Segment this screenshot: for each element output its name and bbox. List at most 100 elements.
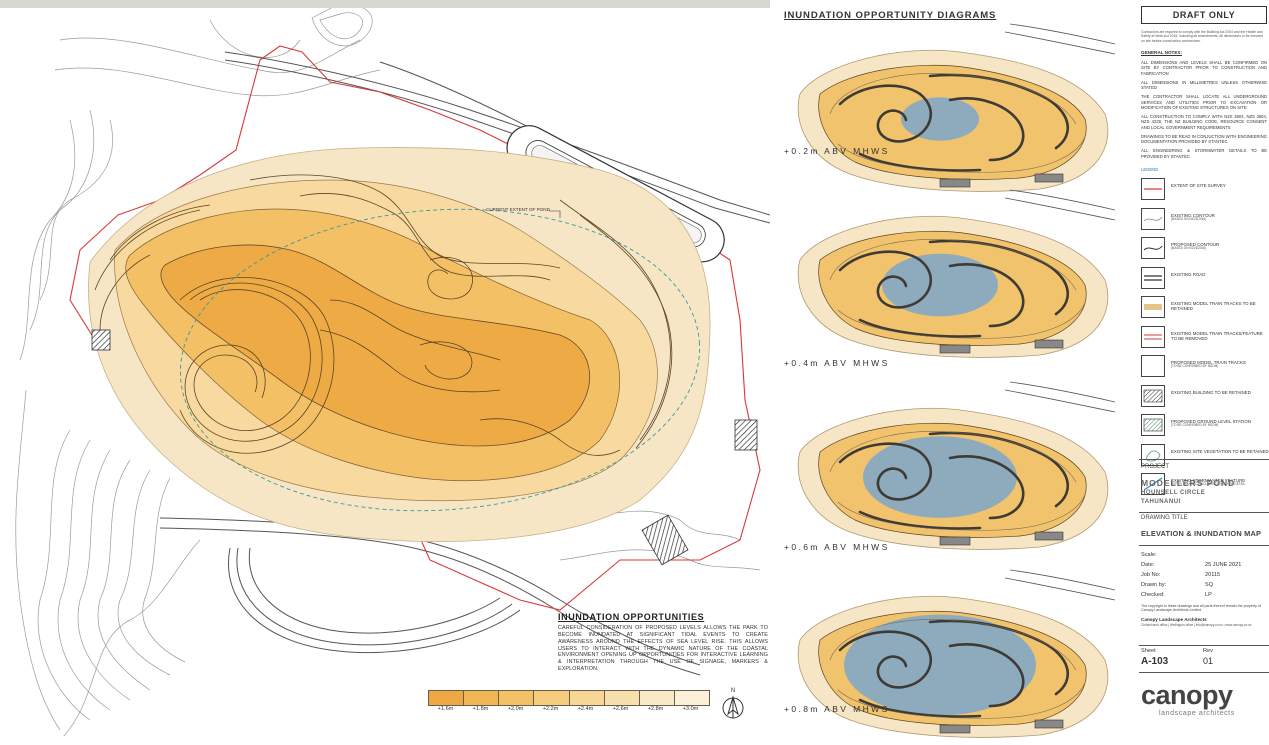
scale-swatch (569, 691, 605, 705)
legend-item: EXISTING STORMWATER FEATURE REFER STANTEC… (1141, 471, 1269, 501)
meta-key: Job No: (1141, 572, 1161, 578)
meta-value: SQ (1205, 582, 1214, 588)
general-note: ALL DIMENSIONS IN MILLIMETRES UNLESS OTH… (1141, 79, 1267, 90)
legend-item: EXISTING MODEL TRAIN TRACKS/FEATURE TO B… (1141, 324, 1269, 354)
project-address-line1: HOUNSELL CIRCLE (1141, 490, 1206, 496)
meta-key: Date: (1141, 562, 1155, 568)
building-east (734, 419, 758, 451)
inundation-opportunities-text: INUNDATION OPPORTUNITIES CAREFUL CONSIDE… (558, 612, 768, 673)
general-note: DRAWINGS TO BE READ IN CONJUCTION WITH E… (1141, 133, 1267, 144)
project-label: PROJECT (1141, 464, 1170, 470)
legend-item: EXISTING SITE VEGETATION TO BE RETAINED (1141, 442, 1269, 472)
legend-item: EXTENT OF SITE SURVEY (1141, 176, 1269, 206)
legend-swatch (1141, 355, 1165, 377)
site-plan: CURRENT EXTENT OF POND INUNDATION OPPORT… (0, 0, 770, 736)
draft-badge: DRAFT ONLY (1141, 6, 1267, 24)
meta-value: LP (1205, 592, 1212, 598)
inundation-diagram (780, 180, 1115, 365)
scale-swatch (464, 691, 500, 705)
divider (1139, 459, 1269, 460)
aerial-strip (0, 0, 770, 8)
legend-swatch (1141, 414, 1165, 436)
canopy-logo: canopy (1141, 680, 1233, 710)
legend-swatch (1141, 266, 1165, 289)
legend-sublabel: (BASED ON NZVD2016) (1171, 246, 1207, 251)
meta-key: Drawn by: (1141, 582, 1167, 588)
project-address-line2: TAHUNANUI (1141, 499, 1181, 505)
general-notes-title: GENERAL NOTES: (1141, 50, 1183, 55)
legend-title: LEGEND (1141, 167, 1159, 172)
legend-swatch (1141, 207, 1165, 230)
elevation-scale-bar (428, 690, 710, 706)
elevation-scale: +1.6m +1.8m +2.0m +2.2m +2.4m +2.6m +2.8m +3.0m (418, 690, 718, 720)
drawing-title-label: DRAWING TITLE (1141, 515, 1188, 521)
scale-swatch (499, 691, 535, 705)
legend-swatch (1141, 296, 1165, 318)
meta-value: 20115 (1205, 572, 1221, 578)
legend-label: EXTENT OF SITE SURVEY (1171, 183, 1226, 188)
inundation-diagram (780, 372, 1115, 557)
legend-sublabel: (BASED ON NZVD2016) (1171, 216, 1207, 221)
existing-roads (159, 51, 770, 676)
legend-item: PROPOSED MODEL TRAIN TRACKS (TO BE CONFIR… (1141, 353, 1269, 383)
scale-swatch (604, 691, 640, 705)
scale-label: +2.6m (612, 706, 629, 712)
general-note: ALL CONSTRUCTION TO COMPLY WITH NZS 3604… (1141, 114, 1267, 130)
inundation-diagram (780, 14, 1115, 199)
general-note: ALL ENGINEERING & STORMWATER DETAILS TO … (1141, 148, 1267, 159)
legend-label: EXISTING ROAD (1171, 271, 1206, 277)
inundation-opportunities-body: CAREFUL CONSIDERATION OF PROPOSED LEVELS… (558, 625, 768, 672)
divider (1139, 545, 1269, 546)
meta-key: Checked: (1141, 592, 1165, 598)
scale-label: +1.8m (472, 706, 489, 712)
legend-label: PROPOSED MODEL TRAIN TRACKS (1171, 360, 1246, 365)
drawing-title: ELEVATION & INUNDATION MAP (1141, 529, 1262, 538)
legend-label: EXISTING CONTOUR (1171, 212, 1215, 218)
diagram-label: +0.8m ABV MHWS (784, 704, 890, 714)
scale-label: +1.6m (437, 706, 454, 712)
rev-label: Rev (1203, 648, 1213, 654)
legend-sublabel: (TO BE CONFIRMED BY NSOM) (1171, 423, 1219, 428)
sheet-number: A-103 (1141, 656, 1169, 667)
inundation-diagrams: INUNDATION OPPORTUNITY DIAGRAMS +0.2m AB… (780, 0, 1135, 738)
legend-label: EXISTING MODEL TRAIN TRACKS TO BE RETAIN… (1171, 301, 1256, 312)
legend-swatch (1141, 237, 1165, 259)
scale-label: +2.8m (647, 706, 664, 712)
scale-swatch (429, 691, 465, 705)
legend-sublabel: REFER STANTEC DOCUMENTATION FOR DETAIL (1171, 482, 1246, 487)
general-note: THE CONTRACTOR SHALL LOCATE ALL UNDERGRO… (1141, 94, 1267, 110)
meta-key: Scale: (1141, 552, 1157, 558)
legend-swatch (1141, 443, 1165, 466)
legend-swatch (1141, 178, 1165, 200)
elevation-scale-labels: +1.6m +1.8m +2.0m +2.2m +2.4m +2.6m +2.8m +3.0m (428, 706, 708, 712)
divider (1139, 512, 1269, 513)
intro-text: Contractors are required to comply with … (1141, 30, 1264, 43)
general-note: ALL DIMENSIONS AND LEVELS SHALL BE CONFI… (1141, 60, 1267, 76)
diagram-label: +0.2m ABV MHWS (784, 146, 890, 156)
inundation-opportunities-title: INUNDATION OPPORTUNITIES (558, 612, 705, 622)
scale-label: +2.2m (542, 706, 559, 712)
proposed-contours (94, 174, 673, 456)
building-south-east (641, 514, 689, 566)
scale-label: +2.4m (577, 706, 594, 712)
divider (1139, 645, 1269, 646)
general-notes: ALL DIMENSIONS AND LEVELS SHALL BE CONFI… (1141, 60, 1267, 163)
scale-swatch (674, 691, 709, 705)
firm-name: Canopy Landscape Architects (1141, 617, 1207, 622)
legend-item: EXISTING CONTOUR (BASED ON NZVD2016) (1141, 206, 1269, 236)
current-pond-extent (179, 208, 701, 512)
legend-label: EXISTING MODEL TRAIN TRACKS/FEATURE TO B… (1171, 330, 1263, 341)
diagrams-title: INUNDATION OPPORTUNITY DIAGRAMS (784, 10, 997, 21)
copyright-text: The copyright to these drawings and all … (1141, 604, 1261, 613)
legend-sublabel: (TO BE CONFIRMED BY NSOM) (1171, 364, 1219, 369)
legend: EXTENT OF SITE SURVEY EXISTING CONTOUR (BA… (1141, 176, 1269, 501)
diagram-label: +0.6m ABV MHWS (784, 542, 890, 552)
existing-contours (15, 8, 761, 736)
legend-label: EXISTING STORMWATER FEATURE (1171, 478, 1246, 483)
legend-swatch (1141, 384, 1165, 407)
inundation-diagram (780, 560, 1115, 745)
meta-value: 25 JUNE 2021 (1205, 562, 1242, 568)
canopy-logo-subtitle: landscape architects (1159, 710, 1235, 717)
legend-item: EXISTING BUILDING TO BE RETAINED (1141, 383, 1269, 413)
legend-item: PROPOSED CONTOUR (BASED ON NZVD2016) (1141, 235, 1269, 265)
